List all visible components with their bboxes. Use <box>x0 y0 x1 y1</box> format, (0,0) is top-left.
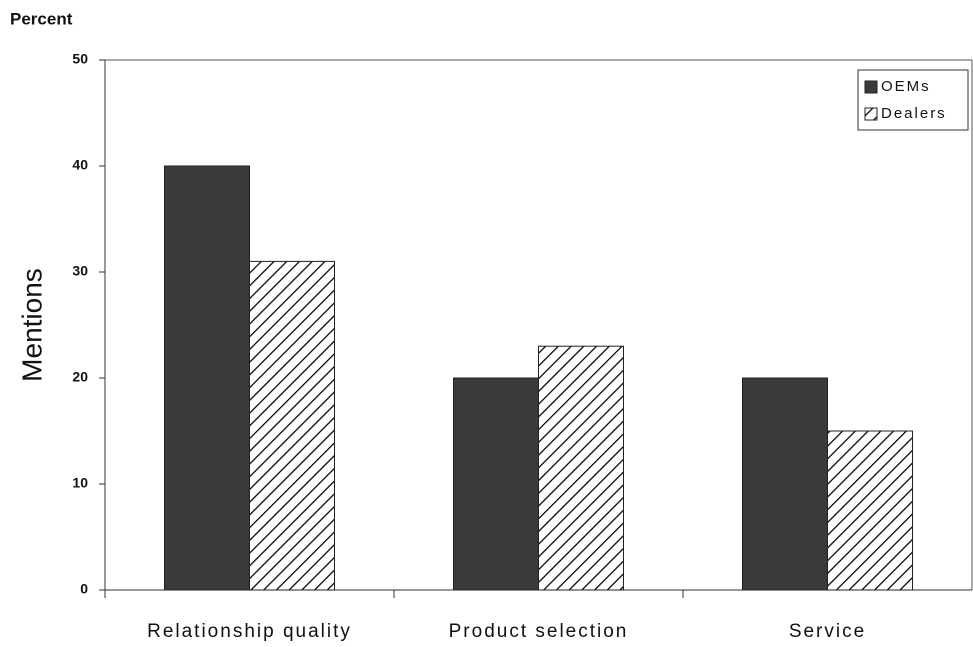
bar <box>742 377 828 591</box>
bar <box>538 345 624 591</box>
legend-label: OEMs <box>881 78 931 95</box>
bar <box>164 165 250 591</box>
bar <box>249 260 335 591</box>
legend-swatch <box>864 80 878 94</box>
x-tick-label: Product selection <box>449 621 629 642</box>
y-tick-label: 50 <box>72 51 88 67</box>
chart-title: Percent <box>10 9 73 28</box>
legend-label: Dealers <box>881 105 947 122</box>
y-tick-label: 40 <box>72 157 88 173</box>
bar <box>827 430 913 591</box>
x-tick-label: Service <box>789 621 866 642</box>
y-tick-label: 0 <box>80 581 88 597</box>
legend-swatch <box>864 107 878 121</box>
x-tick-label: Relationship quality <box>147 621 352 642</box>
y-tick-label: 30 <box>72 263 88 279</box>
y-axis-label: Mentions <box>16 268 47 382</box>
bar <box>453 377 539 591</box>
y-tick-label: 20 <box>72 369 88 385</box>
y-tick-label: 10 <box>72 475 88 491</box>
